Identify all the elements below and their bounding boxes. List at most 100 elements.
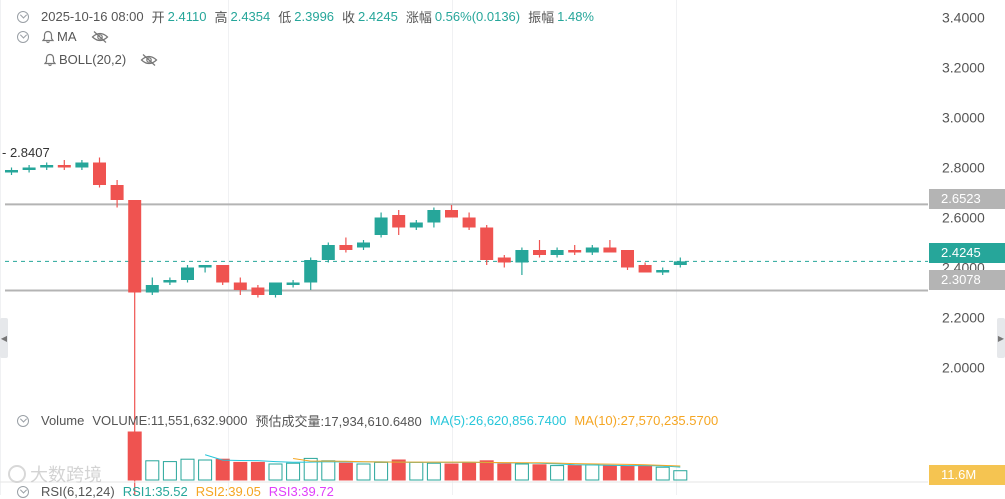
candle	[533, 240, 546, 258]
candle-body	[392, 215, 406, 228]
volume-bar	[602, 465, 617, 481]
amplitude-value: 1.48%	[557, 9, 594, 24]
candles	[5, 157, 687, 495]
candle	[585, 245, 599, 255]
y-tick-label: 2.6000	[942, 210, 985, 226]
volume-bar	[479, 460, 494, 481]
candle	[286, 280, 300, 288]
y-tick-label: 3.4000	[942, 10, 985, 26]
volume-bar	[374, 461, 389, 481]
volume-bar	[233, 461, 248, 481]
volume-bar	[550, 465, 565, 481]
candle	[145, 277, 159, 295]
volume-bar	[303, 457, 318, 481]
candle-body	[93, 162, 106, 185]
rsi2-value: RSI2:39.05	[195, 484, 261, 499]
candle-body	[638, 265, 652, 273]
candle	[339, 237, 353, 253]
candle-body	[22, 167, 36, 170]
boll-label: BOLL(20,2)	[59, 52, 127, 67]
volume-bar	[444, 463, 459, 481]
candle	[93, 157, 106, 188]
volume-bar	[409, 461, 424, 481]
ma-label: MA	[57, 29, 77, 44]
volume-bar	[198, 459, 213, 481]
volume-bar	[514, 463, 529, 481]
candle-body	[128, 200, 142, 293]
collapse-toggle-icon[interactable]	[17, 30, 29, 43]
candle-body	[251, 287, 265, 295]
candle-body	[5, 170, 18, 173]
candle-body	[603, 247, 617, 253]
candle-body	[181, 267, 194, 280]
candle	[427, 207, 441, 228]
candle-body	[357, 242, 370, 248]
rsi1-value: RSI1:35.52	[122, 484, 188, 499]
ohlc-legend: 2025-10-16 08:00 开 2.4110 高 2.4354 低 2.3…	[17, 7, 602, 26]
boll-indicator-row: BOLL(20,2)	[43, 52, 158, 67]
rsi-legend: RSI(6,12,24) RSI1:35.52 RSI2:39.05 RSI3:…	[17, 484, 334, 499]
candle	[181, 265, 194, 283]
amplitude-label: 振幅	[528, 10, 555, 25]
collapse-toggle-icon[interactable]	[17, 414, 29, 427]
volume-tag: 11.6M	[929, 465, 1005, 485]
y-tick-label: 2.2000	[942, 310, 985, 326]
candle-body	[339, 245, 353, 250]
candle-body	[75, 162, 89, 168]
collapse-toggle-icon[interactable]	[17, 485, 29, 498]
bell-icon[interactable]	[41, 30, 55, 44]
candle-body	[585, 247, 599, 253]
candle-body	[550, 250, 564, 255]
y-axis: 3.40003.20003.00002.80002.60002.40002.20…	[942, 10, 985, 376]
prev-high-label: - 2.8407	[2, 145, 50, 160]
lower-line-tag: 2.3078	[929, 270, 1005, 290]
candle-body	[673, 261, 687, 265]
y-tick-label: 3.0000	[942, 110, 985, 126]
candle-body	[57, 165, 71, 168]
volume-bar	[497, 463, 512, 481]
open-label: 开	[151, 10, 165, 25]
candle-body	[269, 282, 282, 295]
candle	[497, 255, 511, 268]
candle	[374, 212, 388, 238]
current-price-tag: 2.4245	[929, 243, 1005, 263]
eye-hidden-icon[interactable]	[140, 53, 158, 67]
candle	[198, 265, 212, 273]
volume-value: VOLUME:11,551,632.9000	[92, 413, 248, 428]
volume-bar	[620, 465, 635, 481]
volume-bar	[286, 462, 301, 481]
open-value: 2.4110	[167, 9, 207, 24]
low-value: 2.3996	[294, 9, 335, 24]
candle-body	[321, 245, 335, 260]
candle-body	[145, 285, 159, 293]
collapse-toggle-icon[interactable]	[17, 10, 29, 23]
bell-icon[interactable]	[43, 53, 57, 67]
right-scroll-handle[interactable]: ▶	[997, 318, 1005, 358]
left-scroll-handle[interactable]: ◀	[0, 318, 8, 358]
candle	[110, 180, 124, 208]
candle	[163, 277, 177, 285]
candle-body	[233, 282, 247, 290]
candle-body	[445, 210, 458, 218]
watermark-text: 大数跨境	[30, 465, 102, 485]
candle	[445, 205, 458, 218]
candle	[409, 220, 423, 230]
volume-title: Volume	[41, 413, 85, 428]
candle-body	[374, 217, 388, 235]
eye-hidden-icon[interactable]	[91, 30, 109, 44]
rsi3-value: RSI3:39.72	[268, 484, 334, 499]
candle	[5, 167, 18, 175]
watermark-logo-icon	[8, 465, 26, 483]
volume-ma5-line	[204, 454, 681, 468]
volume-bar	[638, 465, 653, 481]
candle-body	[216, 265, 230, 283]
candle	[638, 262, 652, 273]
candle	[251, 285, 265, 298]
volume-legend: Volume VOLUME:11,551,632.9000 预估成交量:17,9…	[17, 411, 718, 430]
low-label: 低	[278, 10, 292, 25]
candle-body	[462, 217, 476, 228]
candle	[392, 210, 406, 235]
volume-bar	[250, 461, 265, 481]
candle	[22, 165, 36, 173]
volume-bar	[180, 458, 195, 481]
